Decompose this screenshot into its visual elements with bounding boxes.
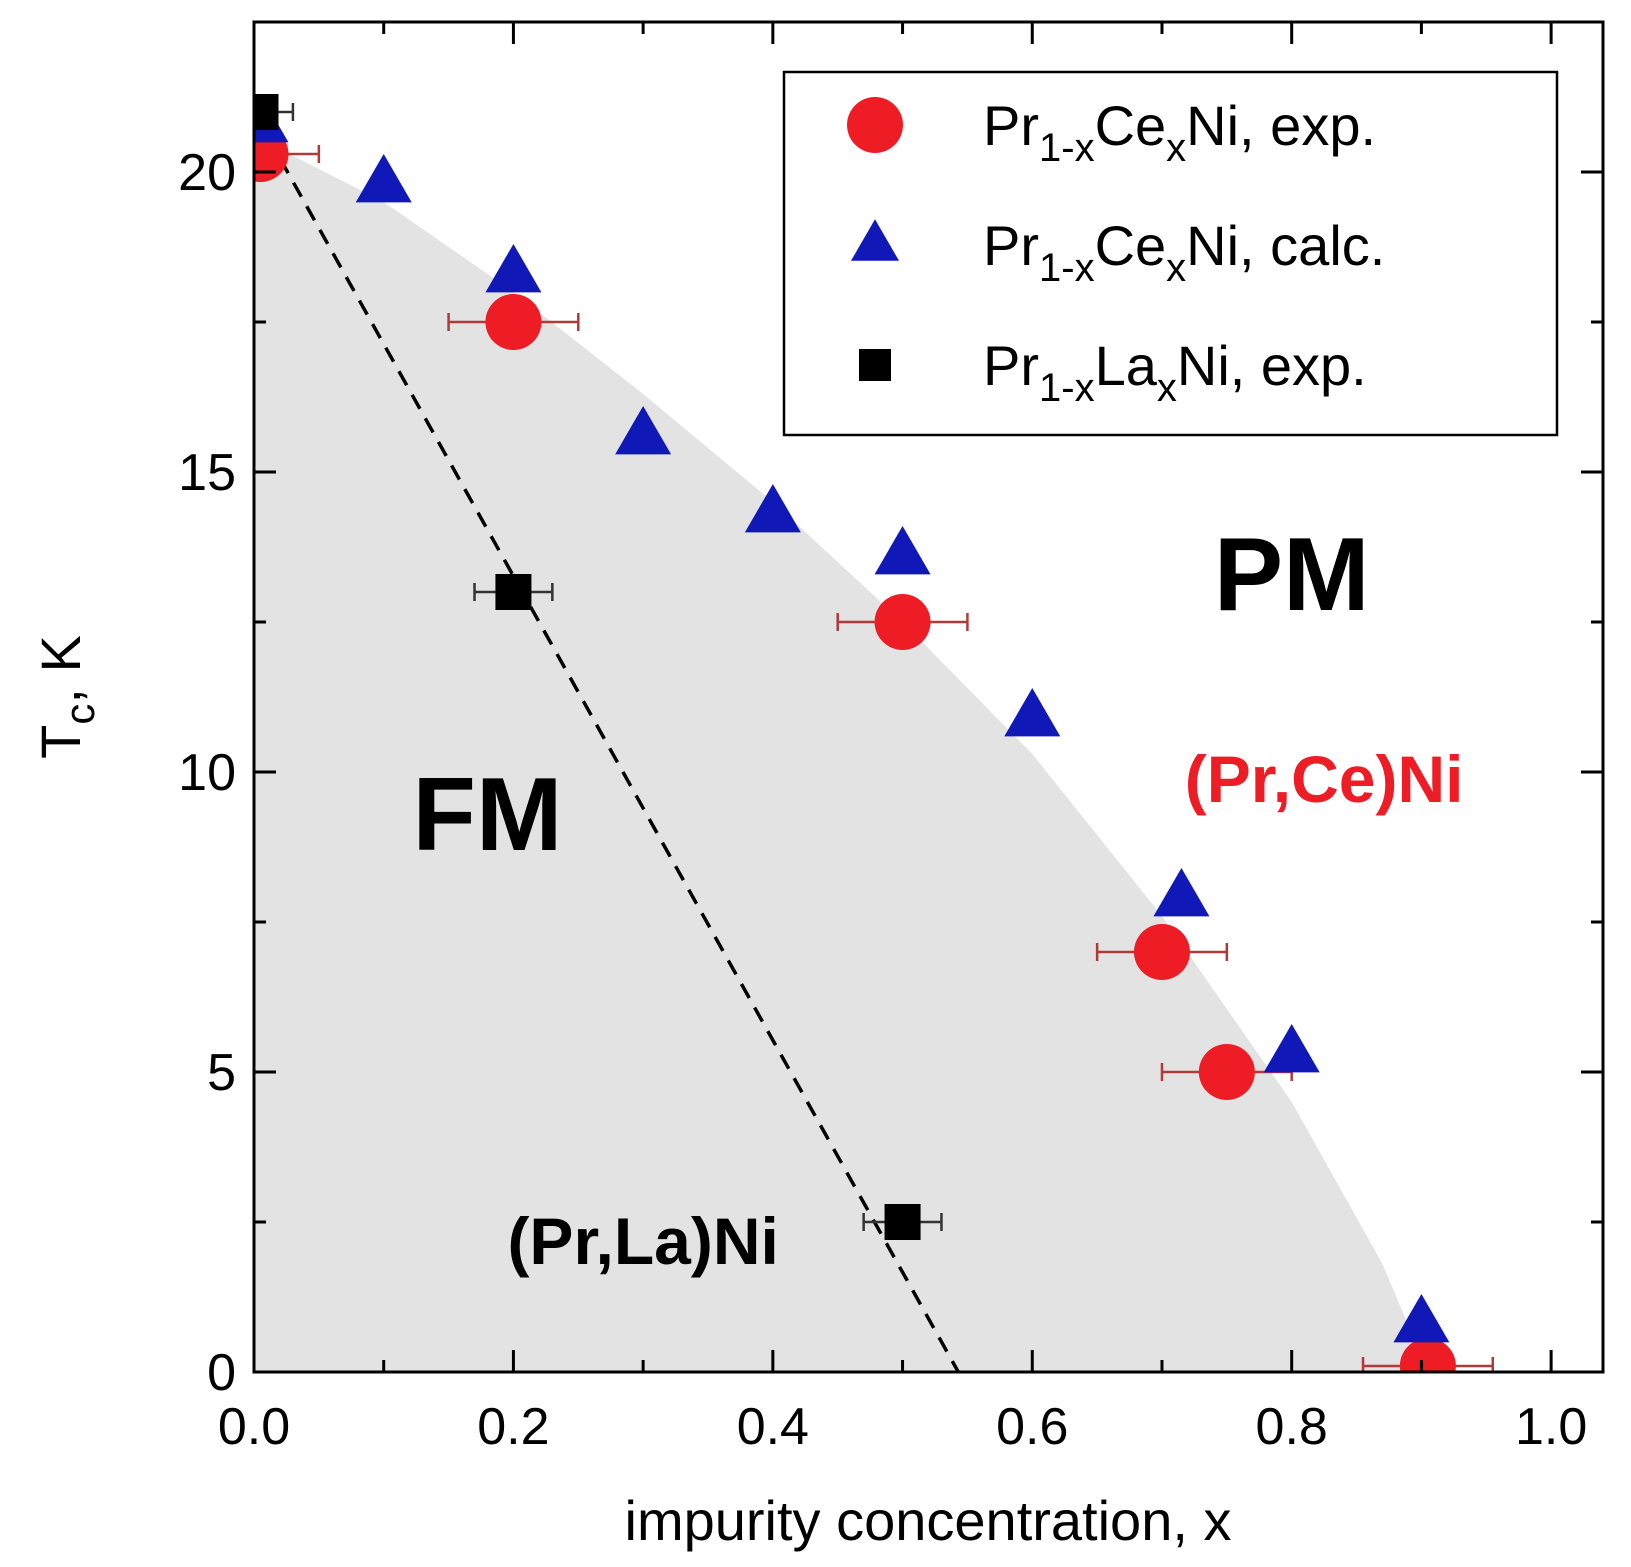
data-points-layer: [254, 93, 1494, 1372]
fm-shaded-region-layer: [254, 136, 1428, 1372]
prla-compound-label: (Pr,La)Ni: [507, 1204, 778, 1278]
PrCeNi-calc-point: [744, 483, 801, 533]
legend-text-part: Ce: [1095, 214, 1167, 277]
PrCeNi-calc-point: [355, 153, 412, 203]
PrLaNi-exp-point: [884, 1204, 921, 1240]
y-tick-label: 20: [178, 144, 236, 202]
y-axis-title-main: T: [29, 725, 92, 759]
legend-marker-PrLaNi-exp: [859, 349, 891, 381]
legend-text-part: 1-x: [1039, 366, 1095, 410]
legend-text-part: Ce: [1095, 94, 1167, 157]
dashed-line-layer: [254, 111, 960, 1372]
PrCeNi-exp-point: [1198, 1044, 1255, 1100]
y-tick-label: 5: [207, 1044, 236, 1102]
plot-frame: [252, 20, 1605, 1374]
PrCeNi-calc-point: [615, 405, 672, 455]
fm-region-label: FM: [412, 757, 562, 873]
legend-text-part: Pr: [983, 334, 1039, 397]
x-tick-label: 0.8: [1256, 1398, 1328, 1456]
y-tick-label: 0: [207, 1344, 236, 1402]
axis-ticks: [252, 22, 1603, 1374]
x-tick-label: 0.0: [218, 1398, 290, 1456]
svg-text:Tc, K: Tc, K: [29, 635, 103, 759]
prce-compound-label: (Pr,Ce)Ni: [1185, 742, 1464, 816]
x-axis-title: impurity concentration, x: [625, 1489, 1232, 1552]
PrCeNi-exp-point: [874, 594, 931, 650]
fm-shaded-region: [254, 136, 1428, 1372]
PrCeNi-calc-point: [485, 243, 542, 293]
x-tick-label: 0.4: [737, 1398, 809, 1456]
prla-guide-dashed-line: [254, 111, 960, 1372]
legend-text-part: x: [1166, 126, 1186, 170]
legend-label-PrCeNi-exp: Pr1-xCexNi, exp.: [983, 94, 1376, 170]
axis-tick-labels: 0.0 0.2 0.4 0.6 0.8 1.0 0 5 10 15 20: [178, 144, 1587, 1456]
PrCeNi-calc-point: [1263, 1023, 1320, 1073]
PrCeNi-calc-point: [1004, 687, 1061, 737]
legend-label-PrLaNi-exp: Pr1-xLaxNi, exp.: [983, 334, 1367, 410]
legend-text-part: x: [1157, 366, 1177, 410]
y-tick-label: 10: [178, 744, 236, 802]
legend-text-part: Ni, exp.: [1186, 94, 1376, 157]
x-tick-label: 1.0: [1515, 1398, 1587, 1456]
legend-text-part: Ni, calc.: [1186, 214, 1385, 277]
region-annotations: PM FM (Pr,Ce)Ni (Pr,La)Ni: [412, 517, 1463, 1278]
legend-label-PrCeNi-calc: Pr1-xCexNi, calc.: [983, 214, 1385, 290]
y-tick-label: 15: [178, 444, 236, 502]
legend-text-part: x: [1166, 246, 1186, 290]
legend-text-part: La: [1095, 334, 1158, 397]
legend-marker-PrCeNi-calc: [851, 219, 899, 261]
PrCeNi-calc-point: [874, 525, 931, 575]
legend: Pr1-xCexNi, exp.Pr1-xCexNi, calc.Pr1-xLa…: [782, 70, 1559, 437]
legend-text-part: Pr: [983, 94, 1039, 157]
PrCeNi-calc-point: [1153, 867, 1210, 917]
y-axis-title-rest: , K: [29, 635, 92, 703]
PrCeNi-exp-point: [1399, 1338, 1456, 1372]
PrLaNi-exp-point: [495, 574, 532, 610]
y-axis-title: Tc, K: [29, 635, 103, 759]
PrLaNi-exp-point: [254, 94, 279, 130]
x-tick-label: 0.2: [477, 1398, 549, 1456]
PrCeNi-exp-point: [1133, 924, 1190, 980]
legend-text-part: 1-x: [1039, 246, 1095, 290]
PrCeNi-exp-point: [485, 294, 542, 350]
legend-text-part: Ni, exp.: [1177, 334, 1367, 397]
legend-marker-PrCeNi-exp: [847, 97, 903, 153]
pm-region-label: PM: [1214, 517, 1370, 633]
y-axis-title-sub: c: [56, 704, 103, 725]
legend-text-part: 1-x: [1039, 126, 1095, 170]
PrCeNi-calc-point: [1393, 1293, 1450, 1343]
legend-text-part: Pr: [983, 214, 1039, 277]
x-tick-label: 0.6: [996, 1398, 1068, 1456]
legend-box: [782, 70, 1559, 437]
